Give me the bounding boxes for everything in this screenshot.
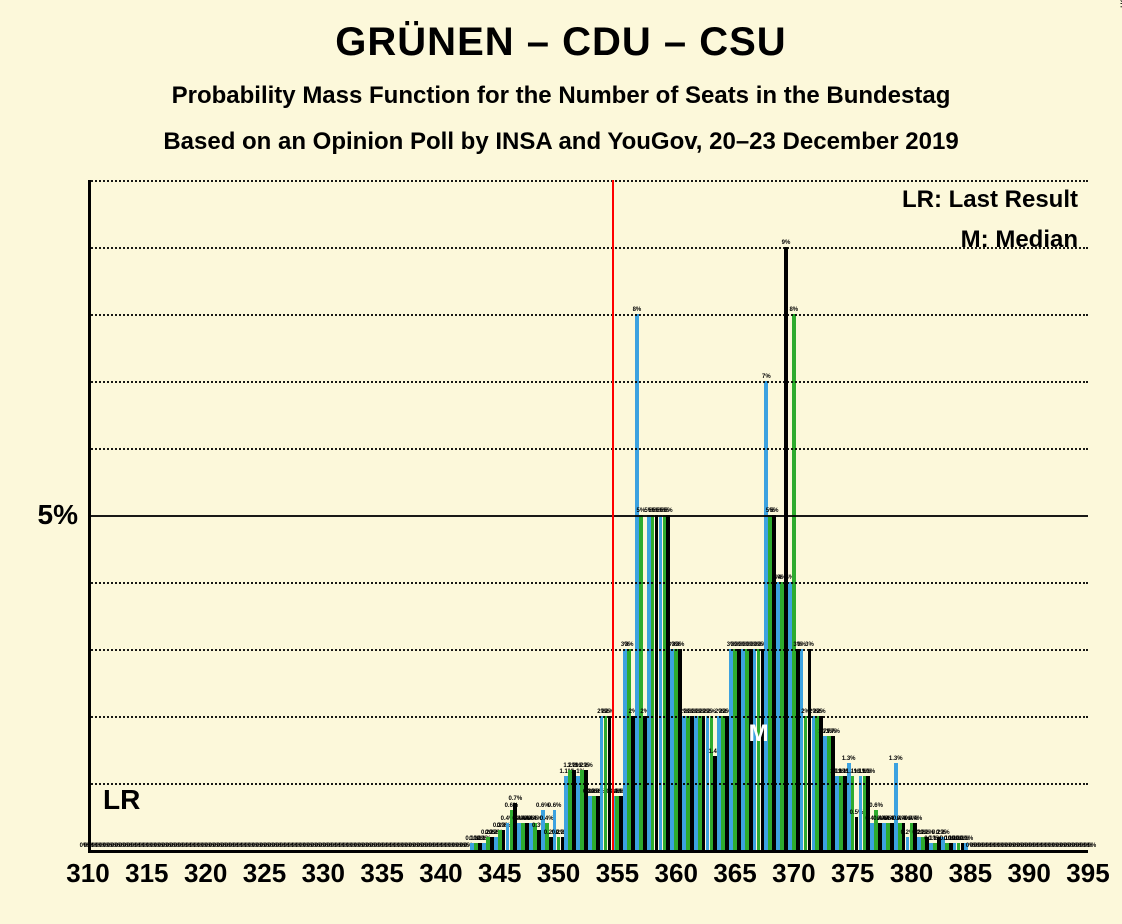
- bar-value-label: 8%: [789, 307, 798, 313]
- y-tick-label: 5%: [0, 499, 78, 531]
- gridline: [88, 716, 1088, 718]
- gridline: [88, 247, 1088, 249]
- chart-subtitle-2: Based on an Opinion Poll by INSA and You…: [0, 128, 1122, 156]
- bar-value-label: 8%: [633, 307, 642, 313]
- x-tick-label: 370: [772, 858, 815, 889]
- bar-value-label: 3%: [805, 642, 814, 648]
- chart-subtitle-1: Probability Mass Function for the Number…: [0, 82, 1122, 110]
- bar-value-label: 0.4%: [540, 816, 554, 822]
- bar-value-label: 2%: [817, 709, 826, 715]
- chart-title: GRÜNEN – CDU – CSU: [0, 20, 1122, 65]
- bar-value-label: 5%: [664, 508, 673, 514]
- bar-value-label: 1.2%: [579, 763, 593, 769]
- bar-value-label: 1.1%: [861, 769, 875, 775]
- gridline: [88, 515, 1088, 517]
- x-tick-label: 365: [713, 858, 756, 889]
- legend-lr: LR: Last Result: [902, 186, 1078, 214]
- x-tick-label: 330: [302, 858, 345, 889]
- x-tick-label: 320: [184, 858, 227, 889]
- x-tick-label: 315: [125, 858, 168, 889]
- bar-value-label: 0.6%: [548, 803, 562, 809]
- bar-value-label: 1.7%: [826, 729, 840, 735]
- bar-value-label: 3%: [676, 642, 685, 648]
- gridline: [88, 783, 1088, 785]
- gridline: [88, 448, 1088, 450]
- bar-value-label: 3%: [625, 642, 634, 648]
- bar-value-label: 0%: [1087, 843, 1096, 849]
- x-tick-label: 355: [596, 858, 639, 889]
- gridline: [88, 314, 1088, 316]
- x-tick-label: 390: [1007, 858, 1050, 889]
- x-tick-label: 385: [949, 858, 992, 889]
- gridline: [88, 381, 1088, 383]
- lr-vertical-line: [612, 180, 614, 850]
- bar-value-label: 0.7%: [509, 796, 523, 802]
- median-label: M: [749, 720, 769, 748]
- bar-value-label: 1.3%: [889, 756, 903, 762]
- x-tick-label: 340: [419, 858, 462, 889]
- bar-value-label: 5%: [770, 508, 779, 514]
- x-tick-label: 380: [890, 858, 933, 889]
- x-axis-labels: 3103153203253303353403453503553603653703…: [88, 858, 1088, 898]
- x-tick-label: 310: [66, 858, 109, 889]
- x-tick-label: 360: [655, 858, 698, 889]
- copyright-text: © 2021 Filip van Laenen: [1118, 0, 1122, 8]
- legend-m: M: Median: [961, 226, 1078, 254]
- x-tick-label: 335: [360, 858, 403, 889]
- bar-value-label: 1.3%: [842, 756, 856, 762]
- x-tick-label: 345: [478, 858, 521, 889]
- bar-value-label: 9%: [782, 240, 791, 246]
- x-tick-label: 375: [831, 858, 874, 889]
- x-tick-label: 395: [1066, 858, 1109, 889]
- bar-value-label: 0.4%: [909, 816, 923, 822]
- x-tick-label: 325: [243, 858, 286, 889]
- x-axis-line: [88, 850, 1088, 853]
- bar-value-label: 0.6%: [869, 803, 883, 809]
- bar-value-label: 7%: [762, 374, 771, 380]
- bar-value-label: 0.1%: [959, 836, 973, 842]
- gridline: [88, 649, 1088, 651]
- gridline: [88, 582, 1088, 584]
- gridline: [88, 180, 1088, 182]
- x-tick-label: 350: [537, 858, 580, 889]
- bar-value-label: 0.2%: [936, 830, 950, 836]
- pmf-chart: GRÜNEN – CDU – CSU Probability Mass Func…: [0, 0, 1122, 924]
- lr-label: LR: [103, 784, 140, 816]
- plot-area: 0%0%0%0%0%0%0%0%0%0%0%0%0%0%0%0%0%0%0%0%…: [88, 180, 1088, 850]
